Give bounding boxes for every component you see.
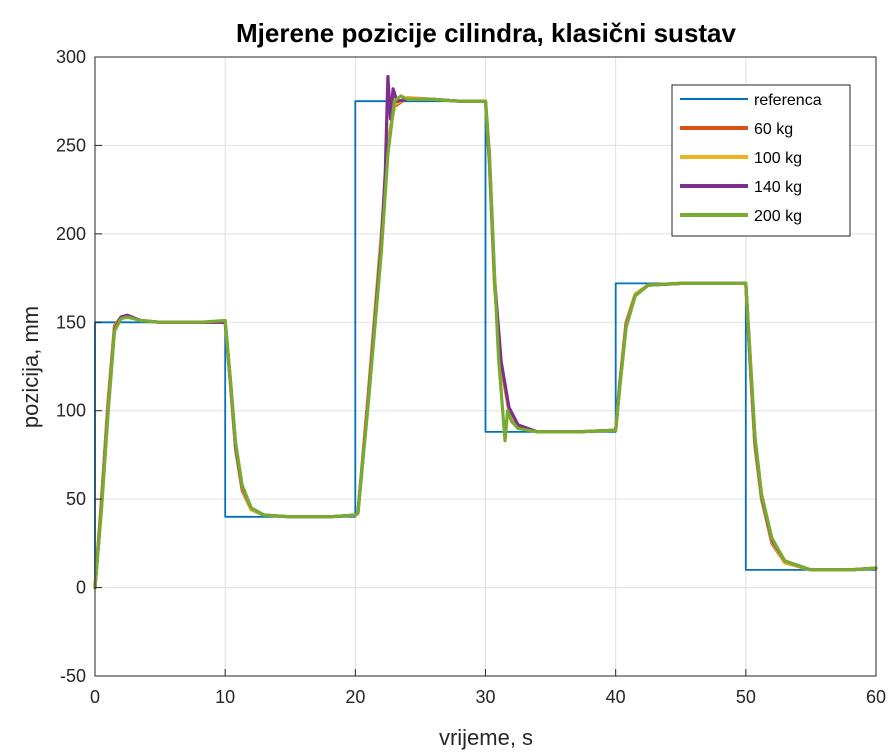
y-tick-label: -50 (60, 666, 86, 686)
series-line-200-kg (93, 94, 878, 590)
legend-entry: 140 kg (754, 179, 802, 196)
legend-entry: 60 kg (754, 121, 793, 138)
legend-entry: 200 kg (754, 208, 802, 225)
y-tick-label: 300 (56, 47, 86, 67)
y-tick-label: 50 (66, 489, 86, 509)
plot-lines (93, 74, 878, 590)
x-tick-label: 60 (866, 687, 886, 707)
y-tick-label: 200 (56, 224, 86, 244)
x-tick-label: 50 (736, 687, 756, 707)
x-tick-label: 30 (475, 687, 495, 707)
x-tick-label: 40 (606, 687, 626, 707)
chart-title: Mjerene pozicije cilindra, klasični sust… (236, 18, 737, 48)
legend-box (671, 84, 851, 237)
x-tick-label: 20 (345, 687, 365, 707)
x-tick-label: 10 (215, 687, 235, 707)
x-tick-label: 0 (90, 687, 100, 707)
y-tick-label: 100 (56, 401, 86, 421)
legend-entry: 100 kg (754, 150, 802, 167)
y-tick-label: 0 (76, 578, 86, 598)
y-axis-label: pozicija, mm (18, 306, 43, 428)
y-tick-label: 250 (56, 135, 86, 155)
legend-entry: referenca (754, 92, 822, 109)
legend: referenca 60 kg 100 kg 140 kg 200 kg (671, 84, 851, 237)
y-tick-label: 150 (56, 312, 86, 332)
x-axis-label: vrijeme, s (439, 725, 533, 750)
